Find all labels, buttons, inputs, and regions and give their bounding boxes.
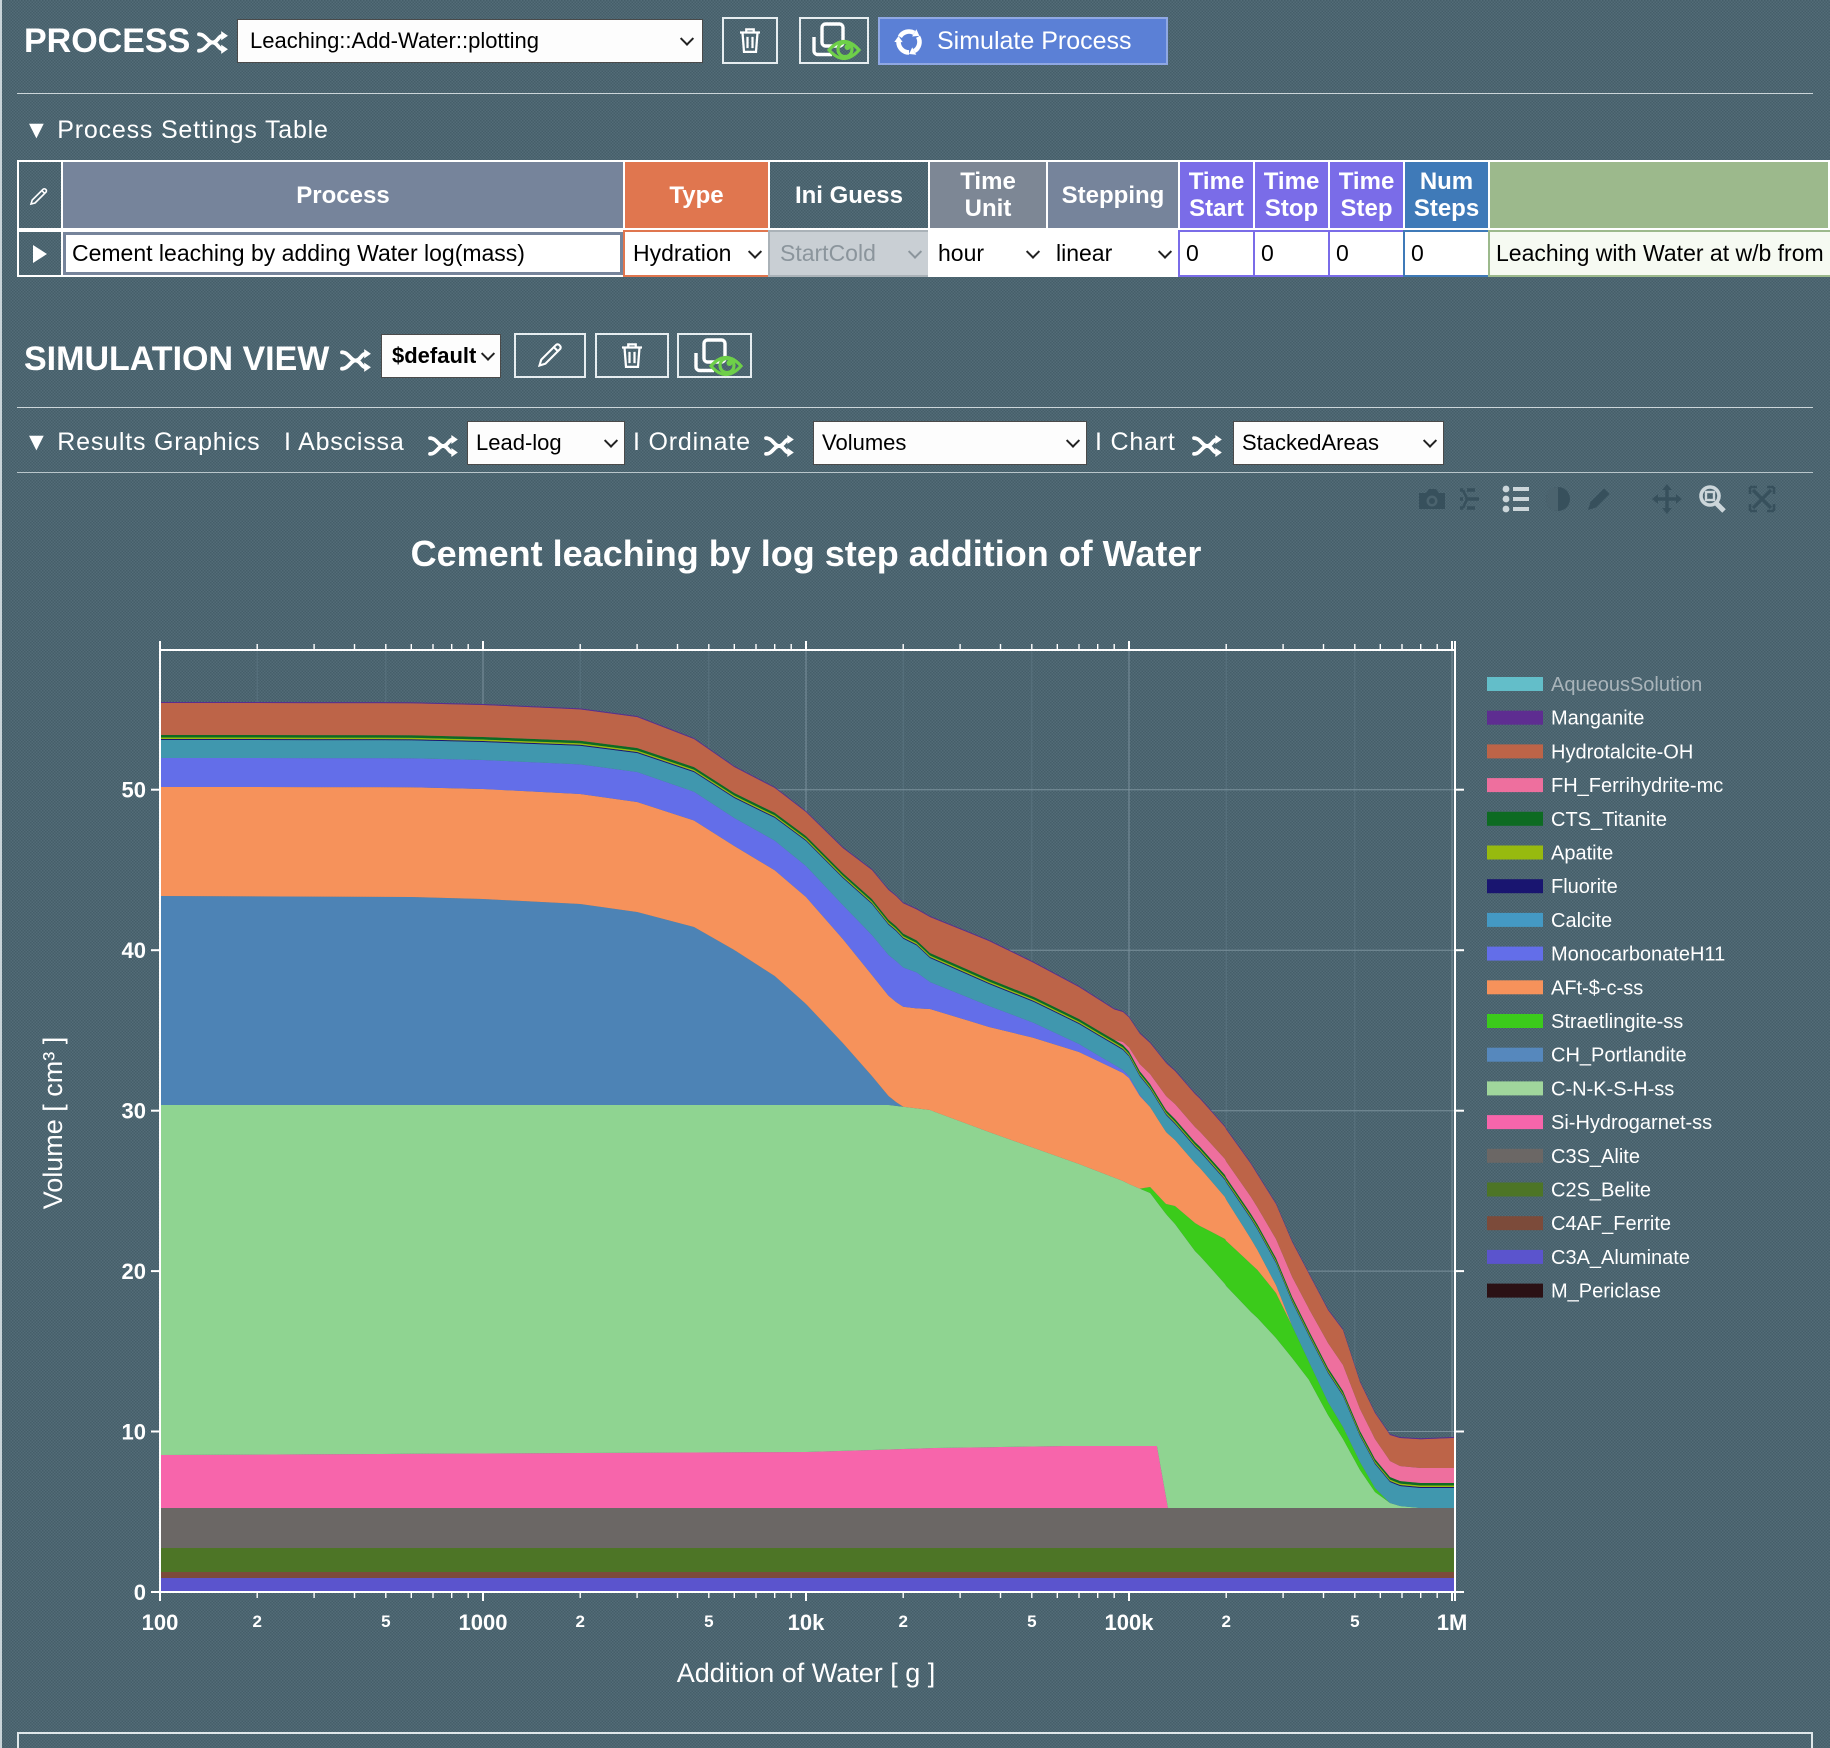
- svg-text:C2S_Belite: C2S_Belite: [1551, 1180, 1651, 1202]
- svg-text:M_Periclase: M_Periclase: [1551, 1281, 1661, 1303]
- svg-text:1000: 1000: [459, 1610, 508, 1635]
- svg-text:C4AF_Ferrite: C4AF_Ferrite: [1551, 1213, 1671, 1235]
- svg-text:100k: 100k: [1105, 1610, 1155, 1635]
- svg-text:Manganite: Manganite: [1551, 708, 1644, 730]
- svg-text:Si-Hydrogarnet-ss: Si-Hydrogarnet-ss: [1551, 1112, 1712, 1134]
- svg-text:Hydrotalcite-OH: Hydrotalcite-OH: [1551, 741, 1693, 763]
- svg-text:5: 5: [704, 1612, 713, 1631]
- svg-text:CH_Portlandite: CH_Portlandite: [1551, 1045, 1687, 1067]
- svg-text:20: 20: [122, 1259, 146, 1284]
- svg-text:Straetlingite-ss: Straetlingite-ss: [1551, 1011, 1683, 1033]
- svg-text:FH_Ferrihydrite-mc: FH_Ferrihydrite-mc: [1551, 775, 1723, 797]
- svg-text:100: 100: [142, 1610, 179, 1635]
- svg-text:2: 2: [1221, 1612, 1230, 1631]
- svg-text:Volume [ cm³ ]: Volume [ cm³ ]: [38, 1037, 68, 1210]
- svg-text:C3S_Alite: C3S_Alite: [1551, 1146, 1640, 1168]
- svg-text:C3A_Aluminate: C3A_Aluminate: [1551, 1247, 1690, 1269]
- svg-text:10k: 10k: [788, 1610, 825, 1635]
- svg-text:2: 2: [575, 1612, 584, 1631]
- svg-text:C-N-K-S-H-ss: C-N-K-S-H-ss: [1551, 1078, 1674, 1100]
- svg-text:10: 10: [122, 1420, 146, 1445]
- svg-text:Cement leaching by log step ad: Cement leaching by log step addition of …: [411, 533, 1202, 574]
- svg-text:Fluorite: Fluorite: [1551, 876, 1618, 898]
- svg-text:5: 5: [1027, 1612, 1036, 1631]
- svg-text:5: 5: [381, 1612, 390, 1631]
- svg-text:5: 5: [1350, 1612, 1359, 1631]
- svg-text:Apatite: Apatite: [1551, 843, 1613, 865]
- svg-text:AqueousSolution: AqueousSolution: [1551, 674, 1702, 696]
- svg-text:Addition of Water [ g ]: Addition of Water [ g ]: [677, 1658, 936, 1688]
- svg-text:Calcite: Calcite: [1551, 910, 1612, 932]
- svg-text:0: 0: [134, 1580, 146, 1605]
- svg-text:40: 40: [122, 938, 146, 963]
- svg-text:AFt-$-c-ss: AFt-$-c-ss: [1551, 977, 1643, 999]
- svg-text:CTS_Titanite: CTS_Titanite: [1551, 809, 1667, 831]
- svg-text:MonocarbonateH11: MonocarbonateH11: [1551, 944, 1725, 966]
- svg-text:50: 50: [122, 778, 146, 803]
- svg-text:1M: 1M: [1437, 1610, 1468, 1635]
- svg-text:2: 2: [898, 1612, 907, 1631]
- svg-text:30: 30: [122, 1099, 146, 1124]
- svg-text:2: 2: [252, 1612, 261, 1631]
